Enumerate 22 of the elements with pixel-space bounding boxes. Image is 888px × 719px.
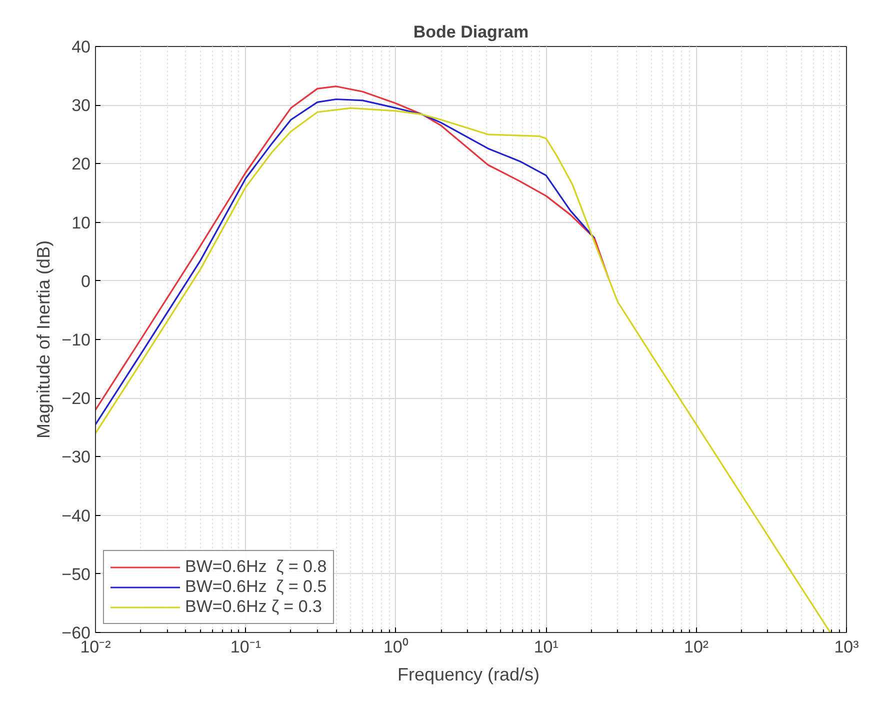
- y-axis-title: Magnitude of Inertia (dB): [34, 240, 54, 439]
- y-tick-label: −20: [62, 389, 91, 408]
- y-tick-label: −50: [62, 564, 91, 584]
- x-axis-title: Frequency (rad/s): [397, 664, 540, 684]
- y-tick-label: 30: [72, 96, 91, 116]
- x-tick-label: 10¹: [534, 638, 559, 656]
- x-tick-label: 10⁻²: [80, 638, 112, 656]
- y-tick-label: 10: [72, 213, 91, 232]
- y-tick-label: 20: [72, 154, 91, 174]
- y-tick-label: −30: [62, 448, 91, 467]
- x-tick-label: 10³: [834, 638, 860, 656]
- x-tick-label: 10⁻¹: [230, 638, 262, 656]
- y-tick-label: 40: [72, 38, 91, 56]
- y-tick-label: 0: [81, 272, 91, 291]
- legend-label: BW=0.6Hz ζ = 0.5: [185, 577, 327, 597]
- legend-label: BW=0.6Hz ζ = 0.3: [185, 597, 322, 617]
- legend-label: BW=0.6Hz ζ = 0.8: [185, 557, 327, 577]
- x-tick-label: 10²: [684, 638, 709, 656]
- y-tick-label: −10: [62, 330, 91, 350]
- chart-title: Bode Diagram: [413, 22, 529, 42]
- y-tick-label: −40: [62, 506, 91, 526]
- x-tick-label: 10⁰: [383, 638, 408, 656]
